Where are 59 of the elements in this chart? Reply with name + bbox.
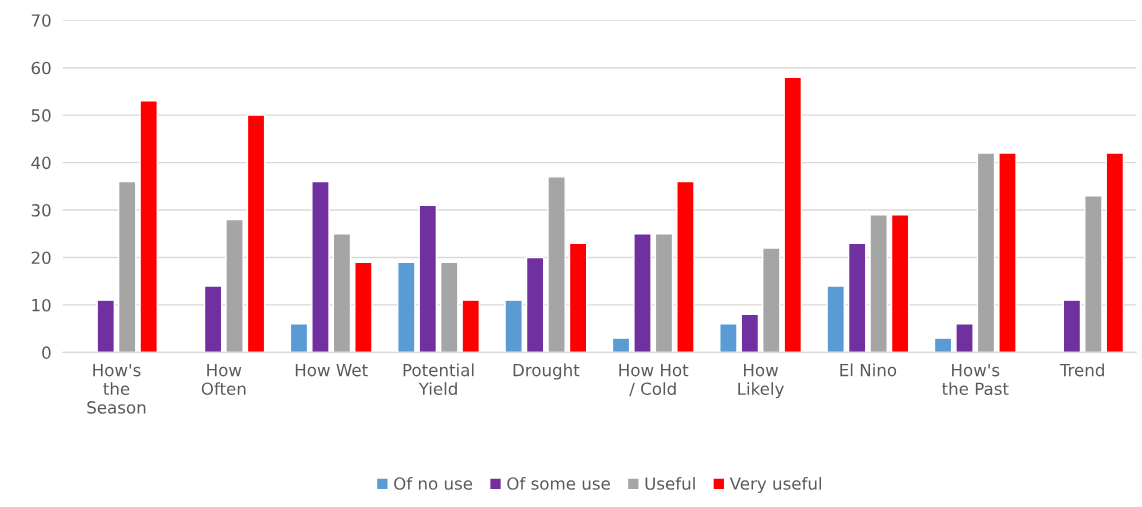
bar — [719, 323, 738, 353]
bar — [203, 285, 223, 353]
bar — [289, 323, 309, 353]
x-tick-label: How's the Season — [87, 363, 146, 414]
bar — [439, 261, 459, 353]
bar — [1105, 152, 1125, 353]
x-tick-label: Trend — [1059, 363, 1104, 377]
bar — [1062, 299, 1082, 353]
y-tick-label: 50 — [31, 109, 51, 122]
y-tick-label: 0 — [42, 346, 51, 359]
bar — [998, 152, 1017, 353]
bar — [568, 242, 588, 353]
bar — [676, 180, 695, 353]
y-tick-label: 40 — [31, 156, 51, 170]
bar — [654, 233, 674, 353]
bar — [225, 218, 244, 353]
bar — [418, 204, 438, 353]
bar — [955, 323, 974, 353]
bar — [740, 313, 760, 353]
bar — [547, 176, 566, 353]
x-tick-label: How Often — [201, 363, 246, 396]
y-tick-label: 70 — [31, 14, 51, 27]
bar — [504, 299, 523, 353]
x-tick-label: Potential Yield — [403, 363, 474, 396]
bar — [139, 100, 158, 353]
bar — [332, 233, 352, 353]
y-tick-label: 30 — [31, 204, 51, 217]
bar — [890, 214, 910, 353]
x-tick-label: How Wet — [295, 363, 368, 377]
bar — [762, 247, 781, 353]
x-tick-label: Drought — [513, 363, 580, 380]
x-tick-label: How Hot / Cold — [619, 363, 689, 397]
y-tick-label: 20 — [31, 251, 51, 265]
bar — [246, 114, 266, 353]
bar — [633, 233, 652, 353]
legend-label: Of no use — [394, 476, 473, 490]
bar — [1084, 195, 1103, 353]
legend-label: Of some use — [507, 476, 610, 490]
bar — [397, 261, 416, 353]
bar — [354, 261, 373, 353]
bar — [525, 256, 545, 353]
bar — [933, 337, 953, 353]
legend-label: Useful — [645, 476, 695, 490]
bar — [611, 337, 631, 353]
bar — [117, 180, 137, 353]
x-tick-label: El Nino — [840, 363, 897, 377]
x-tick-label: How Likely — [738, 363, 784, 399]
bar — [869, 214, 888, 353]
bar — [96, 299, 116, 353]
bar — [783, 76, 803, 353]
bar — [461, 299, 481, 353]
x-tick-label: How's the Past — [942, 363, 1009, 396]
y-tick-label: 10 — [32, 298, 51, 312]
bar — [847, 242, 867, 353]
bar — [826, 285, 845, 353]
legend-label: Very useful — [729, 476, 822, 494]
y-tick-label: 60 — [31, 61, 51, 75]
bar — [976, 152, 996, 353]
bar — [311, 180, 330, 353]
